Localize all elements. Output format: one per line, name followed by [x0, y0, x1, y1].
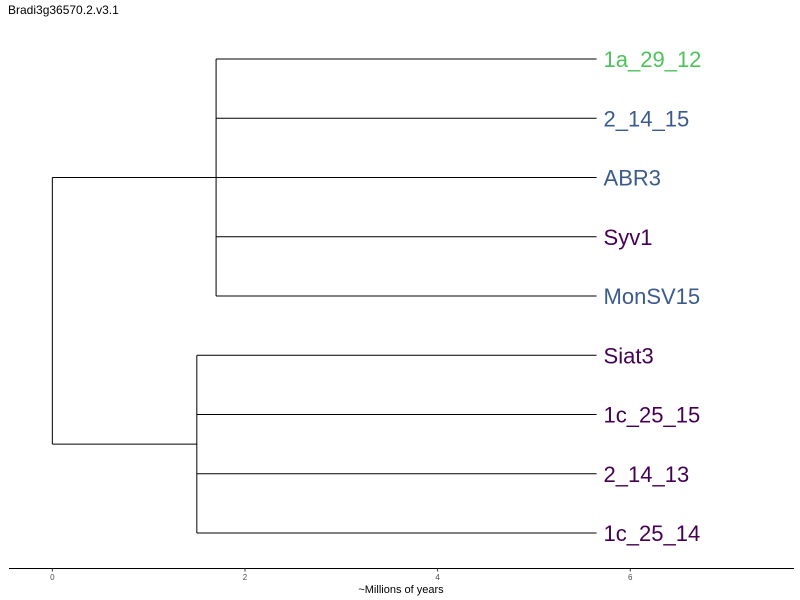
tip-label: 2_14_13	[604, 462, 690, 487]
x-tick-label: 2	[243, 573, 248, 582]
tip-label: 1c_25_15	[604, 403, 701, 428]
tip-label: 1c_25_14	[604, 521, 701, 546]
tip-label: 1a_29_12	[604, 47, 702, 72]
x-axis-title: ~Millions of years	[358, 584, 444, 596]
branches	[51, 58, 597, 534]
tip-label: MonSV15	[604, 284, 701, 309]
tip-label: Siat3	[604, 343, 654, 368]
tip-labels: 1a_29_12 2_14_15 ABR3 Syv1 MonSV15 Siat3 1c_25…	[604, 47, 702, 546]
tip-label: 2_14_15	[604, 106, 690, 131]
x-tick-label: 0	[50, 573, 55, 582]
tip-label: Syv1	[604, 225, 653, 250]
x-tick-label: 6	[628, 573, 633, 582]
x-axis-ticks: 0 2 4 6	[50, 568, 633, 582]
tip-label: ABR3	[604, 166, 661, 191]
x-tick-label: 4	[435, 573, 440, 582]
chart-title: Bradi3g36570.2.v3.1	[8, 3, 119, 17]
